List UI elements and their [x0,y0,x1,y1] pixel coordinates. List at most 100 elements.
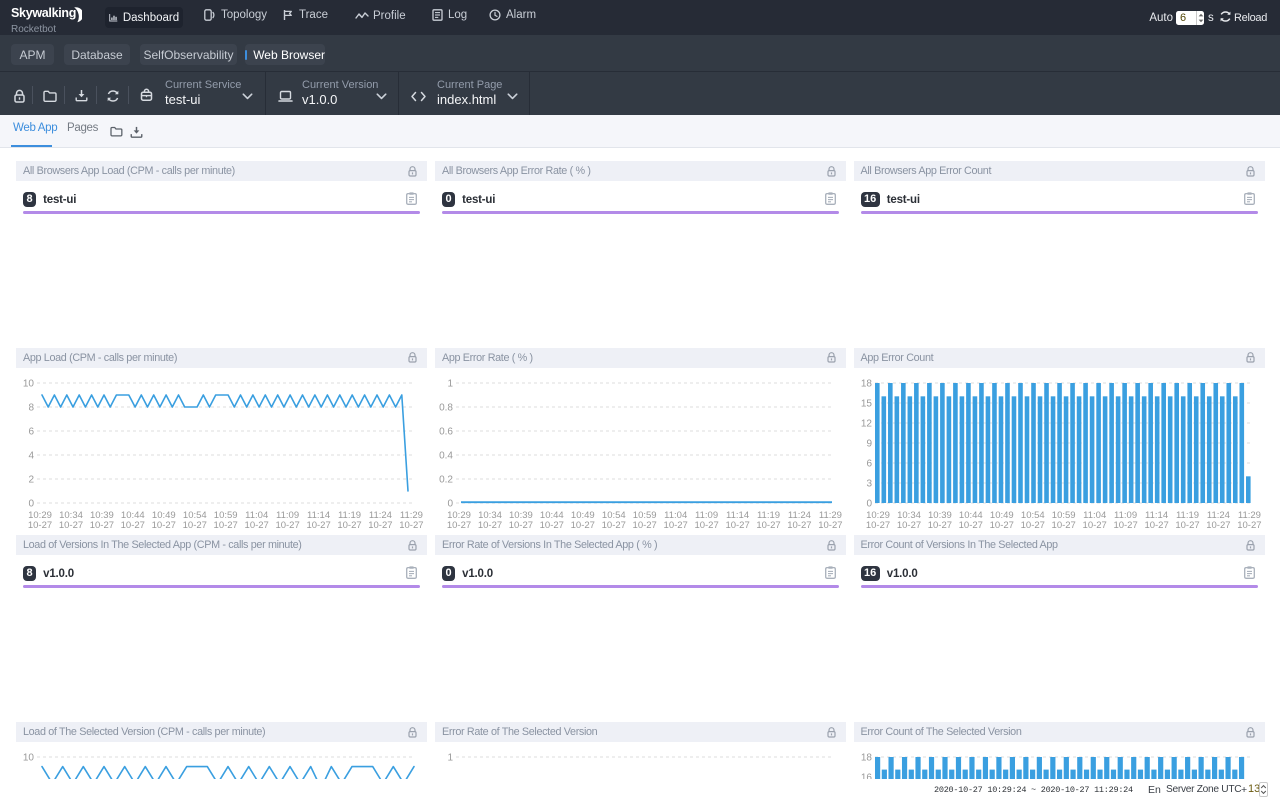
svg-text:10-27: 10-27 [28,520,52,528]
svg-text:10-27: 10-27 [664,520,688,528]
svg-text:10-27: 10-27 [540,520,564,528]
svg-text:18: 18 [860,753,872,764]
svg-text:10-27: 10-27 [121,520,145,528]
svg-text:10:44: 10:44 [540,510,564,521]
svg-text:10-27: 10-27 [214,520,238,528]
svg-text:10:29: 10:29 [447,510,471,521]
svg-text:4: 4 [28,450,34,461]
svg-text:10:54: 10:54 [183,510,207,521]
svg-text:10:49: 10:49 [989,510,1013,521]
svg-text:0.4: 0.4 [439,450,453,461]
svg-text:12: 12 [860,418,872,429]
svg-text:18: 18 [860,378,872,389]
svg-text:10-27: 10-27 [1144,520,1168,528]
svg-text:10-27: 10-27 [1020,520,1044,528]
svg-text:10:34: 10:34 [478,510,502,521]
svg-text:11:24: 11:24 [369,510,392,521]
svg-text:1: 1 [447,753,453,764]
svg-text:0.6: 0.6 [439,426,453,437]
svg-text:10:34: 10:34 [897,510,921,521]
svg-text:10-27: 10-27 [1237,520,1261,528]
svg-text:11:19: 11:19 [757,510,780,521]
svg-text:2: 2 [28,474,34,485]
svg-text:11:09: 11:09 [276,510,299,521]
svg-text:11:09: 11:09 [695,510,718,521]
svg-text:11:04: 11:04 [245,510,268,521]
svg-text:10-27: 10-27 [1051,520,1075,528]
svg-text:10-27: 10-27 [725,520,749,528]
svg-text:10-27: 10-27 [59,520,83,528]
svg-text:11:04: 11:04 [664,510,687,521]
svg-text:10:39: 10:39 [509,510,533,521]
svg-text:10:59: 10:59 [214,510,238,521]
svg-text:10: 10 [23,753,35,764]
svg-text:10-27: 10-27 [245,520,269,528]
svg-text:10-27: 10-27 [478,520,502,528]
svg-text:11:24: 11:24 [1206,510,1229,521]
svg-text:10-27: 10-27 [90,520,114,528]
svg-text:6: 6 [28,426,34,437]
svg-text:11:19: 11:19 [338,510,361,521]
svg-text:15: 15 [860,398,872,409]
svg-text:10-27: 10-27 [1206,520,1230,528]
svg-text:10:39: 10:39 [928,510,952,521]
svg-text:10-27: 10-27 [447,520,471,528]
svg-text:10-27: 10-27 [399,520,423,528]
svg-text:0: 0 [447,498,453,509]
svg-text:16: 16 [860,773,872,784]
svg-text:10:29: 10:29 [866,510,890,521]
svg-text:10:34: 10:34 [59,510,83,521]
svg-text:10-27: 10-27 [602,520,626,528]
svg-text:10-27: 10-27 [818,520,842,528]
svg-text:10-27: 10-27 [756,520,780,528]
svg-text:1: 1 [447,378,453,389]
svg-text:10-27: 10-27 [368,520,392,528]
svg-text:10-27: 10-27 [183,520,207,528]
svg-text:10-27: 10-27 [306,520,330,528]
svg-text:9: 9 [866,438,872,449]
svg-text:0.2: 0.2 [439,474,453,485]
svg-text:10-27: 10-27 [694,520,718,528]
svg-text:10-27: 10-27 [989,520,1013,528]
svg-text:10:54: 10:54 [602,510,626,521]
svg-text:0.8: 0.8 [439,402,453,413]
svg-text:10-27: 10-27 [1082,520,1106,528]
svg-text:11:04: 11:04 [1083,510,1106,521]
svg-text:11:14: 11:14 [1145,510,1168,521]
svg-text:10-27: 10-27 [633,520,657,528]
svg-text:10-27: 10-27 [787,520,811,528]
svg-text:10:44: 10:44 [121,510,145,521]
svg-text:10-27: 10-27 [865,520,889,528]
svg-text:10:29: 10:29 [28,510,52,521]
svg-text:10:39: 10:39 [90,510,114,521]
svg-text:11:14: 11:14 [307,510,330,521]
svg-text:10-27: 10-27 [275,520,299,528]
svg-text:10:59: 10:59 [1051,510,1075,521]
svg-text:10-27: 10-27 [571,520,595,528]
svg-text:10-27: 10-27 [1175,520,1199,528]
svg-text:8: 8 [28,402,34,413]
svg-text:10: 10 [23,378,35,389]
svg-text:6: 6 [866,458,872,469]
svg-text:10-27: 10-27 [896,520,920,528]
svg-text:10-27: 10-27 [958,520,982,528]
svg-text:0: 0 [866,498,872,509]
svg-text:10-27: 10-27 [337,520,361,528]
svg-text:10:49: 10:49 [571,510,595,521]
svg-text:10-27: 10-27 [1113,520,1137,528]
svg-text:10:54: 10:54 [1020,510,1044,521]
svg-text:3: 3 [866,478,872,489]
svg-text:0: 0 [28,498,34,509]
svg-text:10:49: 10:49 [152,510,176,521]
svg-text:10:44: 10:44 [958,510,982,521]
svg-text:10-27: 10-27 [509,520,533,528]
svg-text:11:19: 11:19 [1175,510,1198,521]
svg-text:11:29: 11:29 [1237,510,1260,521]
svg-text:10-27: 10-27 [152,520,176,528]
svg-text:11:29: 11:29 [400,510,423,521]
svg-text:11:14: 11:14 [726,510,749,521]
svg-text:11:09: 11:09 [1114,510,1137,521]
svg-text:11:29: 11:29 [819,510,842,521]
svg-text:11:24: 11:24 [788,510,811,521]
svg-text:10-27: 10-27 [927,520,951,528]
